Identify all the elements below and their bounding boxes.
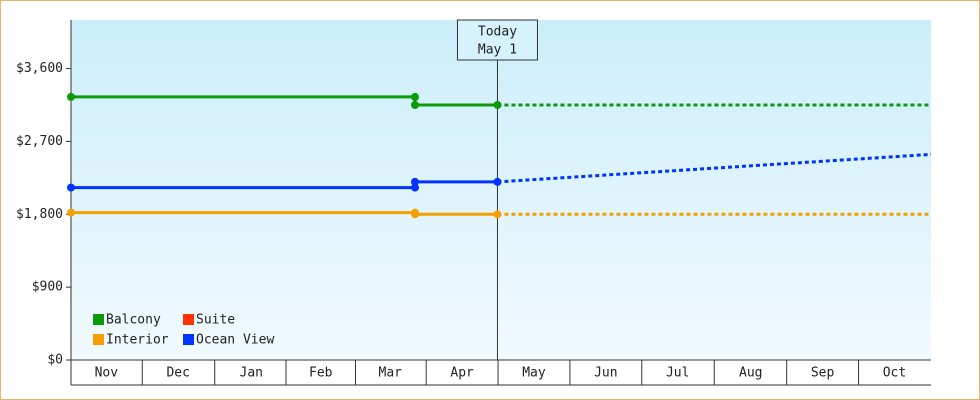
- point: [411, 101, 419, 109]
- point: [67, 208, 75, 217]
- x-tick-label: Jun: [594, 366, 617, 381]
- x-tick-label: Oct: [883, 366, 906, 381]
- legend-swatch: [183, 334, 194, 345]
- today-label: May 1: [478, 43, 517, 58]
- x-tick-label: Jan: [240, 366, 263, 381]
- today-label: Today: [478, 25, 517, 40]
- x-tick-label: Feb: [309, 366, 333, 381]
- x-tick-label: Dec: [166, 366, 189, 381]
- x-tick-label: Apr: [450, 366, 474, 381]
- legend-swatch: [183, 314, 194, 325]
- legend-label: Suite: [196, 313, 235, 328]
- x-tick-label: Nov: [95, 366, 119, 381]
- x-tick-label: May: [522, 366, 546, 381]
- legend-label: Interior: [106, 333, 169, 348]
- legend-swatch: [93, 314, 104, 325]
- x-tick-label: Mar: [379, 366, 403, 381]
- point: [493, 177, 502, 186]
- point: [493, 101, 502, 109]
- y-tick-label: $3,600: [16, 61, 63, 76]
- plot-area: [71, 20, 931, 360]
- legend-swatch: [93, 334, 104, 345]
- point: [411, 177, 419, 186]
- point: [67, 183, 75, 192]
- point: [493, 210, 502, 219]
- series-line: [71, 211, 498, 216]
- x-tick-label: Aug: [739, 366, 762, 381]
- point: [411, 92, 419, 101]
- legend-label: Ocean View: [196, 333, 274, 348]
- point: [411, 210, 419, 219]
- series-line: [71, 95, 498, 107]
- y-tick-label: $2,700: [16, 134, 63, 149]
- x-tick-label: Jul: [666, 366, 689, 381]
- x-tick-label: Sep: [811, 366, 835, 381]
- point: [67, 92, 75, 101]
- point: [411, 183, 419, 192]
- y-tick-label: $900: [32, 280, 63, 295]
- legend-label: Balcony: [106, 313, 161, 328]
- y-tick-label: $1,800: [16, 207, 63, 222]
- forecast-line: [497, 152, 932, 184]
- y-tick-label: $0: [47, 353, 63, 368]
- today-box: [456, 19, 538, 61]
